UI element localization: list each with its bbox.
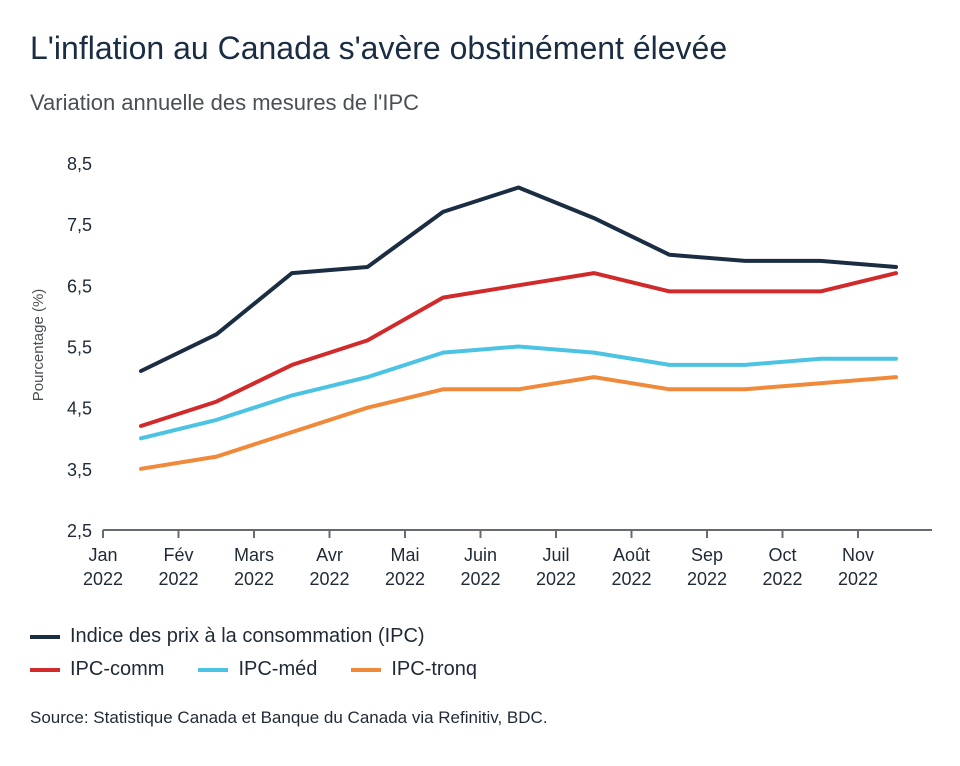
legend-swatch-ipc	[30, 634, 60, 639]
y-tick-label: 2,5	[67, 521, 92, 541]
x-tick-label-year: 2022	[838, 569, 878, 589]
legend-swatch-ipc-comm	[30, 667, 60, 672]
x-tick-label-month: Juin	[464, 545, 497, 565]
chart-title: L'inflation au Canada s'avère obstinémen…	[30, 30, 728, 66]
x-tick-label-month: Oct	[768, 545, 796, 565]
x-tick-label-month: Août	[613, 545, 650, 565]
x-tick-label-month: Sep	[691, 545, 723, 565]
legend-row-1: Indice des prix à la consommation (IPC)	[30, 620, 511, 653]
x-tick-label-month: Mai	[390, 545, 419, 565]
legend-label-ipc-comm: IPC-comm	[70, 658, 165, 680]
x-tick-label-year: 2022	[460, 569, 500, 589]
legend-swatch-ipc-med	[198, 667, 229, 672]
y-axis: 8,5 7,5 6,5 5,5 4,5 3,5 2,5	[67, 154, 92, 541]
x-tick-label-month: Fév	[163, 545, 193, 565]
x-tick-label-year: 2022	[385, 569, 425, 589]
y-tick-label: 8,5	[67, 154, 92, 174]
y-tick-label: 3,5	[67, 460, 92, 480]
x-axis: Jan 2022 Fév 2022 Mars 2022 Avr 2022 Mai 2022 Juin…	[83, 529, 932, 589]
series-line-ipc-med	[139, 344, 898, 441]
x-tick-label-month: Mars	[234, 545, 274, 565]
x-tick-label-year: 2022	[83, 569, 123, 589]
legend-label-ipc: Indice des prix à la consommation (IPC)	[70, 625, 425, 647]
series-line-ipc	[139, 185, 898, 373]
legend-label-ipc-tronq: IPC-tronq	[391, 658, 477, 680]
x-tick-label-year: 2022	[611, 569, 651, 589]
legend-item-ipc-tronq: IPC-tronq	[351, 658, 477, 681]
y-tick-label: 6,5	[67, 276, 92, 296]
line-chart: Pourcentage (%) 8,5 7,5 6,5 5,5 4,5 3,5 2,5 Ja…	[30, 154, 932, 589]
x-tick-label-year: 2022	[762, 569, 802, 589]
y-tick-label: 5,5	[67, 338, 92, 358]
x-tick-label-month: Avr	[316, 545, 343, 565]
x-tick-label-year: 2022	[158, 569, 198, 589]
x-tick-label-year: 2022	[536, 569, 576, 589]
x-tick-label-month: Juil	[542, 545, 569, 565]
chart-subtitle: Variation annuelle des mesures de l'IPC	[30, 90, 420, 115]
y-tick-label: 7,5	[67, 215, 92, 235]
legend: Indice des prix à la consommation (IPC) …	[30, 620, 511, 686]
legend-label-ipc-med: IPC-méd	[238, 658, 318, 680]
series-line-ipc-tronq	[139, 375, 898, 471]
x-tick-label-month: Nov	[842, 545, 874, 565]
x-tick-label-year: 2022	[234, 569, 274, 589]
legend-swatch-ipc-tronq	[351, 667, 382, 672]
legend-row-2: IPC-comm IPC-méd IPC-tronq	[30, 653, 511, 686]
series-lines	[139, 185, 898, 471]
x-tick-label-year: 2022	[309, 569, 349, 589]
y-tick-label: 4,5	[67, 399, 92, 419]
legend-item-ipc: Indice des prix à la consommation (IPC)	[30, 625, 425, 648]
legend-item-ipc-med: IPC-méd	[198, 658, 317, 681]
y-axis-title: Pourcentage (%)	[30, 289, 47, 402]
source-note: Source: Statistique Canada et Banque du …	[30, 708, 548, 727]
x-tick-label-year: 2022	[687, 569, 727, 589]
series-line-ipc-comm	[139, 271, 898, 428]
legend-item-ipc-comm: IPC-comm	[30, 658, 164, 681]
x-tick-label-month: Jan	[88, 545, 117, 565]
